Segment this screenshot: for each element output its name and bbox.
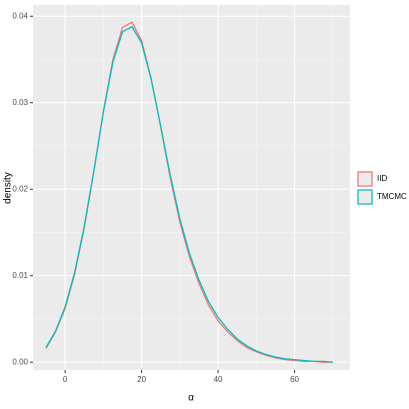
legend-swatch (357, 189, 373, 205)
y-axis-title: density (3, 172, 14, 204)
y-tick-label: 0.01 (12, 271, 28, 280)
x-tick-label: 60 (290, 375, 299, 384)
x-axis-title: α (188, 393, 194, 404)
legend-key (357, 171, 373, 187)
y-tick-label: 0.02 (12, 184, 28, 193)
line (45, 25, 333, 363)
legend-label: IID (377, 174, 387, 183)
x-tick-label: 0 (63, 375, 68, 384)
x-tick-label: 40 (214, 375, 223, 384)
y-tick-label: 0.00 (12, 357, 28, 366)
x-tick-label: 20 (137, 375, 146, 384)
y-tick-label: 0.04 (12, 11, 28, 20)
y-tick-label: 0.03 (12, 98, 28, 107)
legend-key (357, 189, 373, 205)
legend-swatch (357, 171, 373, 187)
legend-label: TMCMC (377, 192, 407, 201)
panel (33, 5, 350, 370)
